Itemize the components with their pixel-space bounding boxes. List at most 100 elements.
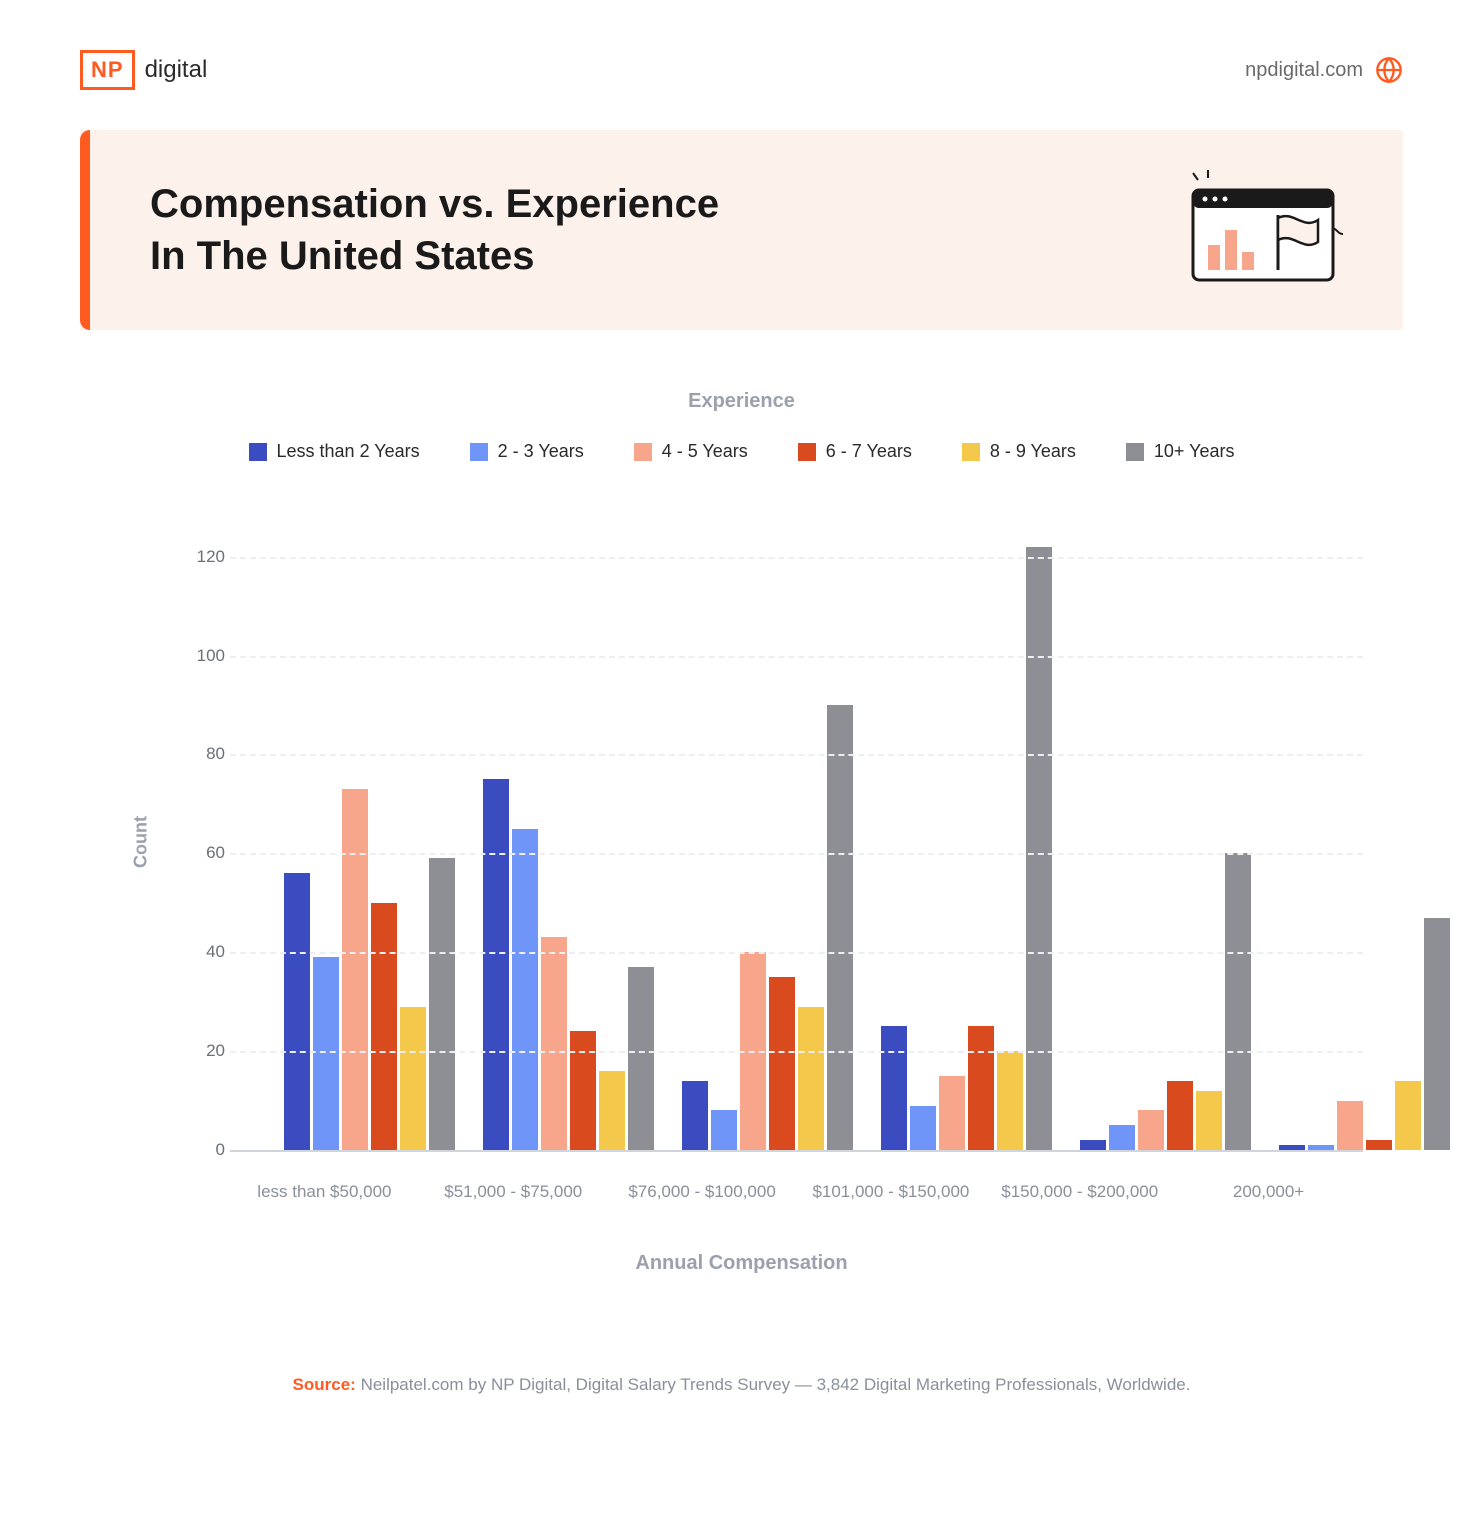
bar	[997, 1051, 1023, 1150]
chart-container: Experience Less than 2 Years 2 - 3 Years 4…	[80, 390, 1403, 1275]
bar	[1225, 853, 1251, 1150]
legend-swatch	[962, 443, 980, 461]
legend-swatch	[798, 443, 816, 461]
bar	[1308, 1145, 1334, 1150]
legend-label: 8 - 9 Years	[990, 441, 1076, 462]
source-text: Neilpatel.com by NP Digital, Digital Sal…	[361, 1375, 1191, 1394]
bar-group	[1265, 532, 1464, 1150]
x-tick-label: 200,000+	[1174, 1182, 1363, 1202]
bar-group	[1066, 532, 1265, 1150]
y-tick-label: 120	[197, 547, 225, 567]
bar	[1279, 1145, 1305, 1150]
source-label: Source:	[293, 1375, 356, 1394]
bar	[910, 1106, 936, 1150]
y-tick-label: 40	[206, 942, 225, 962]
bar-groups	[270, 532, 1363, 1150]
y-tick-label: 100	[197, 646, 225, 666]
globe-icon	[1375, 56, 1403, 84]
legend-item: Less than 2 Years	[249, 441, 420, 462]
bar	[798, 1007, 824, 1150]
bar	[284, 873, 310, 1150]
bar	[1026, 547, 1052, 1150]
bar	[1424, 918, 1450, 1150]
legend-label: 2 - 3 Years	[498, 441, 584, 462]
x-axis-labels: less than $50,000$51,000 - $75,000$76,00…	[230, 1182, 1363, 1202]
bar	[371, 903, 397, 1150]
brand-logo: NP digital	[80, 50, 207, 90]
legend-swatch	[249, 443, 267, 461]
bar	[429, 858, 455, 1150]
legend-swatch	[470, 443, 488, 461]
logo-word: digital	[145, 56, 208, 84]
y-tick-label: 20	[206, 1041, 225, 1061]
legend-title: Experience	[100, 390, 1383, 413]
bar-group	[668, 532, 867, 1150]
legend-label: 4 - 5 Years	[662, 441, 748, 462]
bar	[1337, 1101, 1363, 1150]
site-link[interactable]: npdigital.com	[1245, 56, 1403, 84]
bar	[769, 977, 795, 1150]
legend-item: 10+ Years	[1126, 441, 1235, 462]
bar	[682, 1081, 708, 1150]
page-header: NP digital npdigital.com	[80, 50, 1403, 90]
title-banner: Compensation vs. Experience In The Unite…	[80, 130, 1403, 330]
x-tick-label: $101,000 - $150,000	[796, 1182, 985, 1202]
legend-label: Less than 2 Years	[277, 441, 420, 462]
bar	[599, 1071, 625, 1150]
bar	[570, 1031, 596, 1150]
gridline	[230, 557, 1363, 559]
y-tick-label: 0	[216, 1140, 225, 1160]
bar-group	[867, 532, 1066, 1150]
bar-group	[469, 532, 668, 1150]
gridline	[230, 1051, 1363, 1053]
bar	[483, 779, 509, 1150]
legend-item: 8 - 9 Years	[962, 441, 1076, 462]
bar	[400, 1007, 426, 1150]
bar	[512, 829, 538, 1150]
chart-flag-icon	[1183, 170, 1353, 290]
source-footer: Source: Neilpatel.com by NP Digital, Dig…	[80, 1375, 1403, 1395]
bar	[313, 957, 339, 1150]
bar	[1395, 1081, 1421, 1150]
bar	[711, 1110, 737, 1150]
legend-label: 6 - 7 Years	[826, 441, 912, 462]
plot-area: Count 020406080100120	[190, 532, 1363, 1152]
bar	[541, 937, 567, 1150]
banner-accent	[80, 130, 90, 330]
legend-item: 6 - 7 Years	[798, 441, 912, 462]
x-tick-label: $150,000 - $200,000	[985, 1182, 1174, 1202]
bar	[1080, 1140, 1106, 1150]
bar	[342, 789, 368, 1150]
bar	[628, 967, 654, 1150]
y-axis-label: Count	[130, 816, 151, 868]
logo-initials: NP	[80, 50, 135, 90]
y-tick-label: 80	[206, 744, 225, 764]
legend-label: 10+ Years	[1154, 441, 1235, 462]
bar	[1196, 1091, 1222, 1150]
title-line-1: Compensation vs. Experience	[150, 178, 719, 230]
gridline	[230, 754, 1363, 756]
site-url: npdigital.com	[1245, 59, 1363, 82]
gridline	[230, 952, 1363, 954]
bar	[1138, 1110, 1164, 1150]
bar-group	[270, 532, 469, 1150]
legend-swatch	[634, 443, 652, 461]
x-axis-title: Annual Compensation	[100, 1252, 1383, 1275]
legend: Less than 2 Years 2 - 3 Years 4 - 5 Years 6…	[100, 441, 1383, 462]
bar	[827, 705, 853, 1150]
x-tick-label: $51,000 - $75,000	[419, 1182, 608, 1202]
title-line-2: In The United States	[150, 230, 719, 282]
legend-swatch	[1126, 443, 1144, 461]
bar	[939, 1076, 965, 1150]
bar	[881, 1026, 907, 1150]
gridline	[230, 853, 1363, 855]
bar	[968, 1026, 994, 1150]
bar	[1167, 1081, 1193, 1150]
legend-item: 4 - 5 Years	[634, 441, 748, 462]
bar	[1366, 1140, 1392, 1150]
y-tick-label: 60	[206, 843, 225, 863]
legend-item: 2 - 3 Years	[470, 441, 584, 462]
grid-area: 020406080100120	[230, 532, 1363, 1152]
x-tick-label: less than $50,000	[230, 1182, 419, 1202]
x-tick-label: $76,000 - $100,000	[608, 1182, 797, 1202]
